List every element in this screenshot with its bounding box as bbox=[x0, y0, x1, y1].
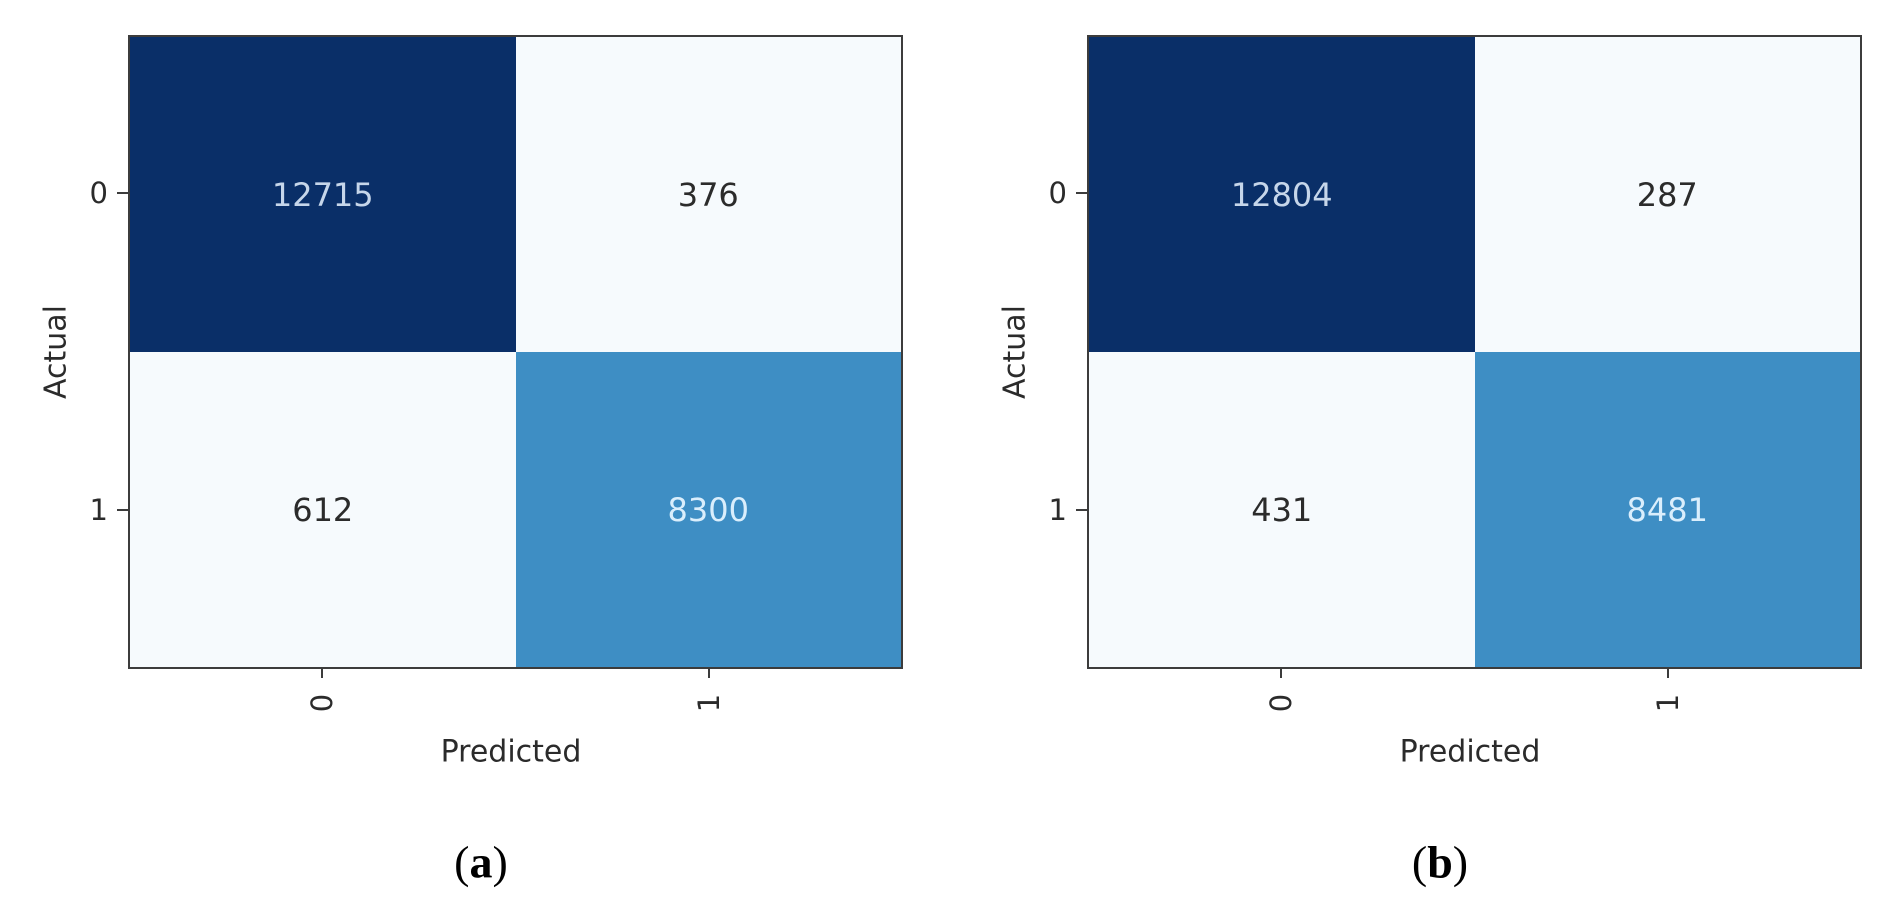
x-tick-label-0: 0 bbox=[1264, 693, 1298, 713]
cell-value: 287 bbox=[1636, 175, 1698, 214]
x-axis-label: Predicted bbox=[440, 734, 582, 770]
matrix-cell-true-positive: 8300 bbox=[515, 352, 901, 667]
confusion-matrix-panel-b: Actual 0 1 12804 287 431 8481 0 1 Predic… bbox=[959, 0, 1901, 902]
cell-value: 612 bbox=[292, 490, 354, 529]
subfigure-caption-a: (a) bbox=[454, 836, 508, 889]
heatmap-a: 12715 376 612 8300 bbox=[128, 35, 903, 669]
y-tick-label-1: 1 bbox=[1048, 493, 1067, 527]
cell-value: 431 bbox=[1251, 490, 1313, 529]
cell-value: 8481 bbox=[1626, 490, 1708, 529]
subfigure-caption-b: (b) bbox=[1412, 836, 1468, 889]
caption-paren: ( bbox=[1411, 836, 1428, 888]
heatmap-b: 12804 287 431 8481 bbox=[1087, 35, 1862, 669]
y-tick-mark bbox=[117, 509, 128, 511]
matrix-cell-false-positive: 376 bbox=[515, 37, 901, 352]
x-tick-mark bbox=[321, 669, 323, 678]
y-tick-mark bbox=[1076, 192, 1087, 194]
matrix-cell-true-negative: 12804 bbox=[1089, 37, 1475, 352]
caption-paren: ) bbox=[1452, 836, 1469, 888]
caption-letter: a bbox=[469, 836, 493, 888]
x-tick-label-1: 1 bbox=[692, 693, 726, 713]
caption-paren: ) bbox=[492, 836, 508, 888]
cell-value: 376 bbox=[677, 175, 739, 214]
matrix-cell-true-positive: 8481 bbox=[1474, 352, 1860, 667]
x-tick-mark bbox=[1280, 669, 1282, 678]
x-axis-label: Predicted bbox=[1399, 734, 1541, 770]
matrix-cell-true-negative: 12715 bbox=[130, 37, 516, 352]
confusion-matrix-panel-a: Actual 0 1 12715 376 612 8300 0 1 Predic… bbox=[38, 35, 903, 889]
y-tick-label-0: 0 bbox=[89, 176, 108, 210]
y-tick-label-0: 0 bbox=[1048, 176, 1067, 210]
x-tick-label-1: 1 bbox=[1651, 693, 1685, 713]
cell-value: 12715 bbox=[271, 175, 374, 214]
y-axis-label: Actual bbox=[38, 305, 74, 399]
cell-value: 12804 bbox=[1230, 175, 1333, 214]
y-tick-mark bbox=[1076, 509, 1087, 511]
caption-letter: b bbox=[1427, 836, 1453, 888]
caption-paren: ( bbox=[454, 836, 470, 888]
x-tick-mark bbox=[708, 669, 710, 678]
matrix-cell-false-negative: 431 bbox=[1089, 352, 1475, 667]
matrix-cell-false-negative: 612 bbox=[130, 352, 516, 667]
x-tick-label-0: 0 bbox=[305, 693, 339, 713]
y-tick-label-1: 1 bbox=[89, 493, 108, 527]
matrix-cell-false-positive: 287 bbox=[1474, 37, 1860, 352]
cell-value: 8300 bbox=[667, 490, 749, 529]
x-tick-mark bbox=[1667, 669, 1669, 678]
y-tick-mark bbox=[117, 192, 128, 194]
y-axis-label: Actual bbox=[997, 305, 1033, 399]
